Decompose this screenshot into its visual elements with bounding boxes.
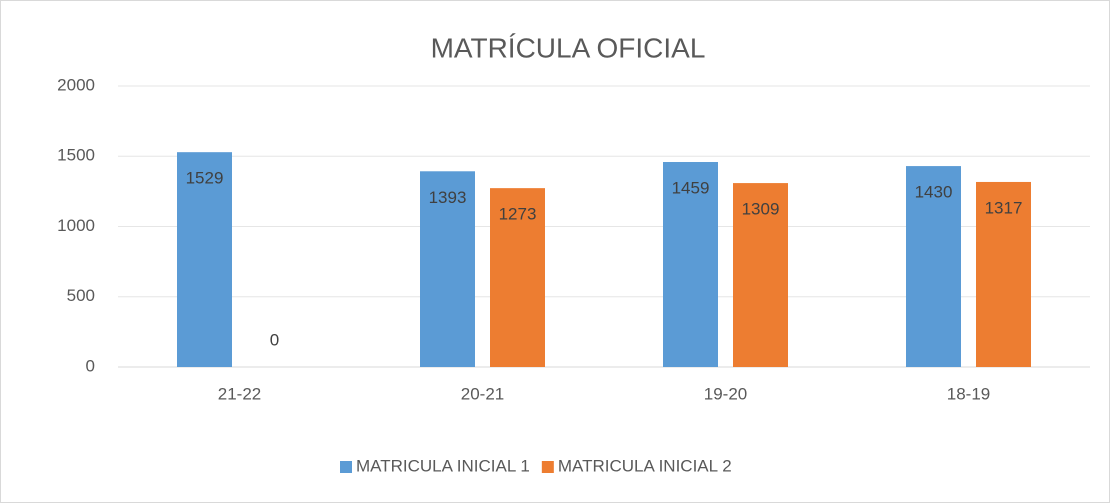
x-tick-label: 19-20 bbox=[704, 384, 747, 403]
bar bbox=[976, 181, 1031, 367]
data-label: 1309 bbox=[742, 200, 780, 219]
bar bbox=[906, 166, 961, 367]
x-tick-label: 20-21 bbox=[461, 384, 504, 403]
y-tick-label: 1500 bbox=[57, 146, 95, 165]
y-tick-label: 2000 bbox=[57, 75, 95, 94]
y-tick-label: 0 bbox=[86, 356, 95, 375]
bar bbox=[663, 162, 718, 367]
legend-label: MATRICULA INICIAL 2 bbox=[558, 456, 732, 475]
data-label: 1393 bbox=[429, 188, 467, 207]
legend-swatch bbox=[340, 461, 352, 473]
data-label: 1529 bbox=[186, 169, 224, 188]
y-tick-label: 1000 bbox=[57, 216, 95, 235]
data-label: 1459 bbox=[672, 178, 710, 197]
x-tick-label: 18-19 bbox=[947, 384, 990, 403]
data-label: 0 bbox=[270, 330, 279, 349]
chart-title: MATRÍCULA OFICIAL bbox=[431, 32, 706, 63]
data-label: 1317 bbox=[985, 198, 1023, 217]
x-tick-label: 21-22 bbox=[218, 384, 261, 403]
bar bbox=[420, 171, 475, 367]
bar bbox=[733, 183, 788, 367]
legend-label: MATRICULA INICIAL 1 bbox=[356, 456, 530, 475]
y-tick-label: 500 bbox=[67, 286, 95, 305]
legend-swatch bbox=[541, 461, 554, 473]
data-label: 1273 bbox=[499, 205, 537, 224]
bar bbox=[177, 152, 232, 367]
data-label: 1430 bbox=[915, 183, 953, 202]
bar bbox=[490, 188, 545, 367]
